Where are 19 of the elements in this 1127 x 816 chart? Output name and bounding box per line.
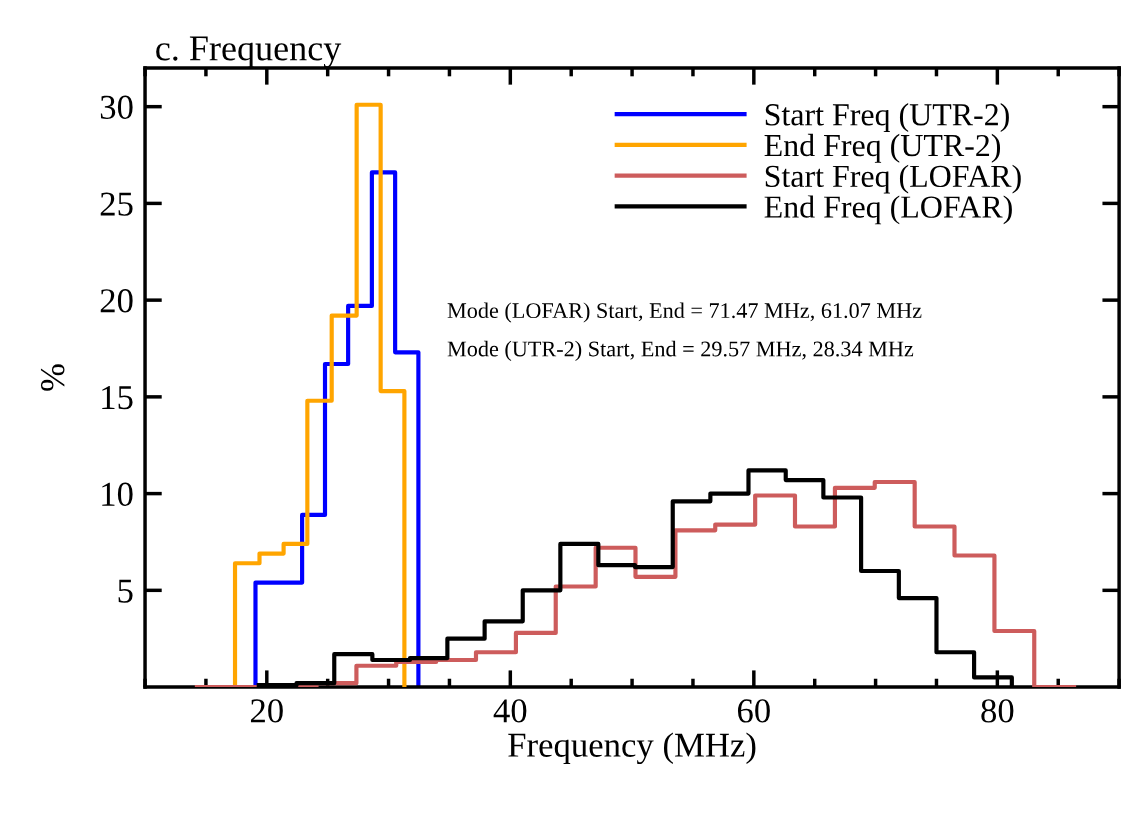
annotation: Mode (UTR-2) Start, End = 29.57 MHz, 28.34 MHz <box>447 340 914 361</box>
x-axis-title: Frequency (MHz) <box>508 732 756 765</box>
y-tick-label: 10 <box>102 482 133 506</box>
legend-label: End Freq (UTR-2) <box>764 133 1001 163</box>
annotation: Mode (LOFAR) Start, End = 71.47 MHz, 61.07 MHz <box>447 302 922 323</box>
y-axis-title: % <box>40 364 65 391</box>
legend-label: Start Freq (LOFAR) <box>765 164 1021 194</box>
legend-label: Start Freq (UTR-2) <box>765 103 1009 133</box>
x-tick-label: 80 <box>981 699 1014 723</box>
y-tick-label: 25 <box>100 192 133 216</box>
x-tick-label: 60 <box>737 699 770 723</box>
y-tick-label: 20 <box>100 289 133 313</box>
x-tick-label: 40 <box>493 699 527 723</box>
y-tick-label: 30 <box>100 95 133 120</box>
legend-label: End Freq (LOFAR) <box>764 195 1012 225</box>
y-tick-label: 15 <box>102 385 133 410</box>
y-tick-label: 5 <box>118 579 133 603</box>
x-tick-label: 20 <box>250 699 283 723</box>
chart-title: c. Frequency <box>156 36 342 68</box>
